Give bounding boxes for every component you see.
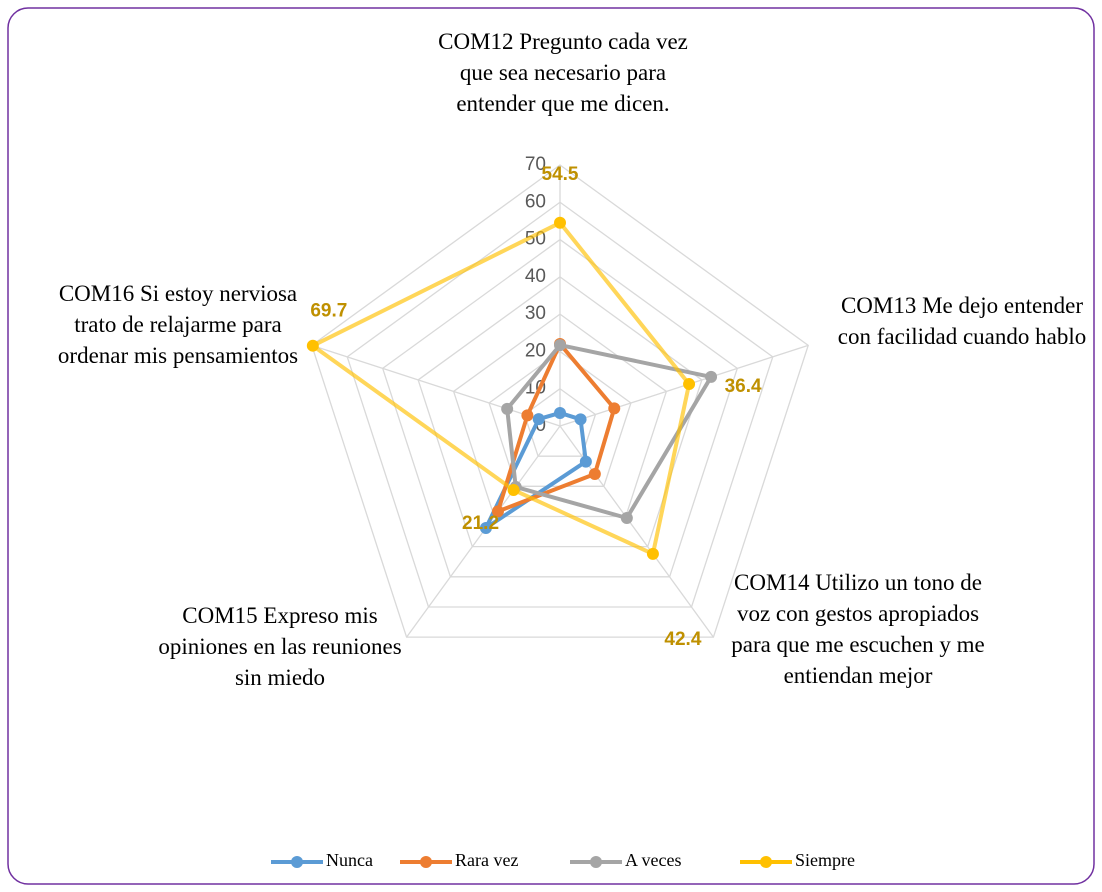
series-marker (646, 547, 659, 560)
grid-ring (381, 238, 739, 578)
series-marker (705, 370, 718, 383)
legend-label: A veces (625, 850, 681, 870)
category-label: COM15 Expreso mis opiniones en las reuni… (158, 603, 402, 690)
series-marker (554, 339, 566, 352)
data-label: 69.7 (310, 301, 347, 322)
data-label: 42.4 (664, 629, 701, 650)
category-label: COM16 Si estoy nerviosa trato de relajar… (57, 281, 299, 368)
series-marker (501, 402, 514, 415)
data-label: 21.2 (462, 513, 499, 534)
series-marker (479, 521, 492, 534)
r-tick-label: 20 (525, 340, 546, 361)
legend-marker (420, 856, 432, 868)
series-marker (574, 413, 587, 426)
series-marker (306, 339, 319, 352)
series-marker (579, 455, 592, 468)
r-tick-label: 0 (535, 415, 546, 436)
grid-ring (311, 164, 809, 638)
chart-frame (7, 7, 1095, 885)
series-marker (491, 505, 504, 518)
data-label: 54.5 (542, 164, 579, 185)
series-marker (683, 378, 696, 391)
legend-marker (590, 856, 602, 868)
legend-label: Nunca (326, 850, 373, 870)
r-tick-label: 40 (525, 266, 546, 287)
r-tick-label: 30 (525, 303, 546, 324)
spoke (311, 344, 561, 427)
series-marker (588, 467, 601, 480)
series-line (505, 343, 714, 521)
legend-marker (760, 856, 772, 868)
series-marker (521, 409, 534, 422)
grid-ring (452, 313, 668, 518)
data-label: 36.4 (725, 376, 762, 397)
legend-label: Rara vez (455, 850, 518, 870)
grid-ring (417, 276, 703, 548)
series-marker (554, 216, 566, 229)
r-tick-label: 60 (525, 191, 546, 212)
grid-ring (346, 201, 774, 608)
category-label: COM13 Me dejo entender con facilidad cua… (837, 293, 1087, 349)
legend-label: Siempre (795, 850, 855, 870)
series-line (310, 220, 692, 556)
legend-marker (291, 856, 303, 868)
category-label: COM12 Pregunto cada vez que sea necesari… (438, 29, 688, 116)
series-line (495, 341, 617, 514)
series-marker (554, 406, 566, 419)
category-label: COM14 Utilizo un tono de voz con gestos … (731, 570, 985, 688)
series-marker (620, 512, 633, 525)
series-marker (608, 402, 621, 415)
series-marker (507, 483, 520, 496)
r-tick-label: 70 (525, 154, 546, 175)
series-marker (532, 413, 545, 426)
